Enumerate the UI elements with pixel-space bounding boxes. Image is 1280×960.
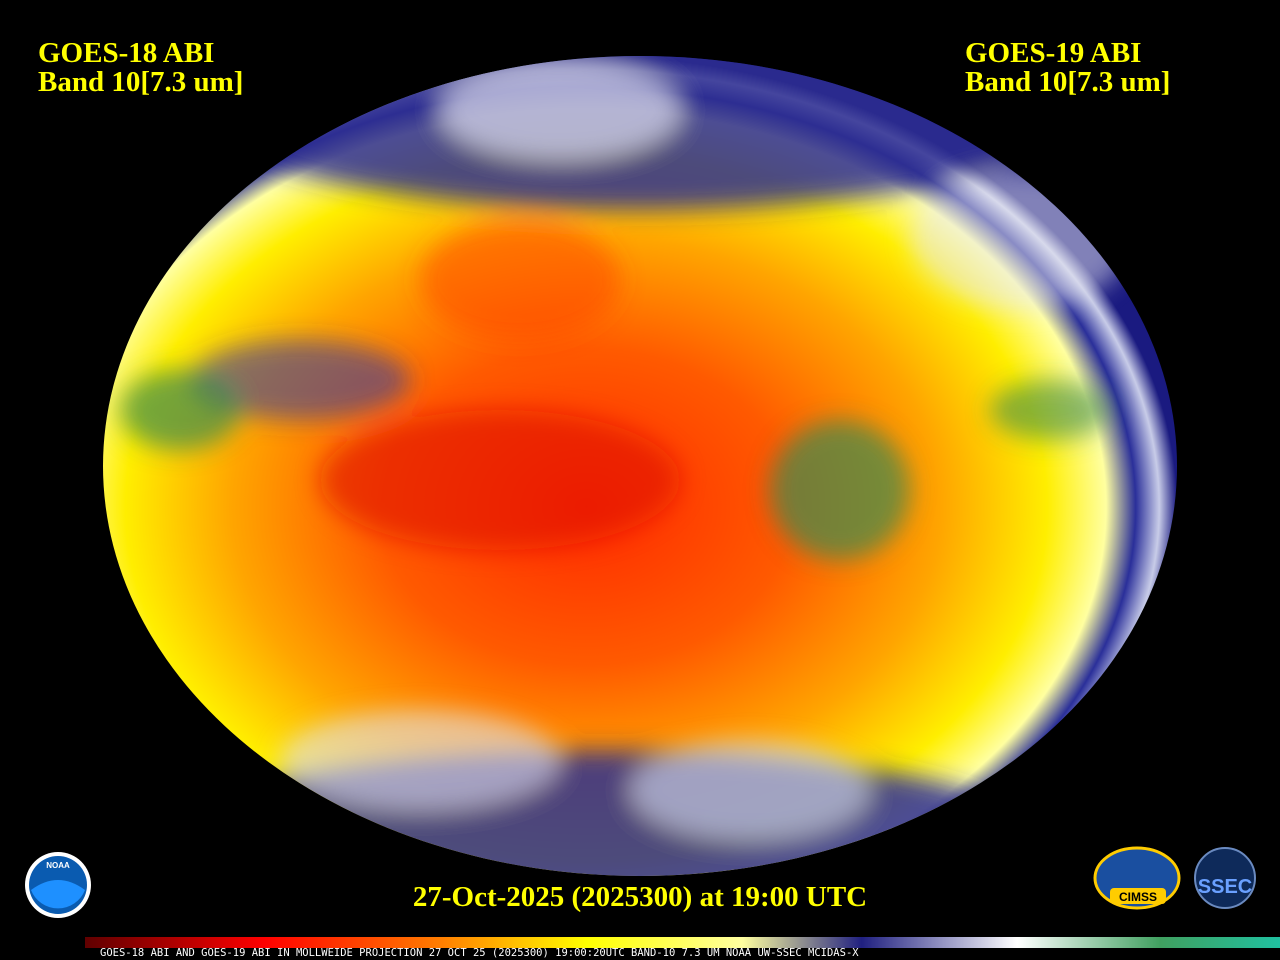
left-satellite-label: GOES-18 ABI: [38, 37, 214, 69]
ssec-text: SSEC: [1198, 876, 1252, 898]
right-satellite-label: GOES-19 ABI: [965, 37, 1141, 69]
left-band-label: Band 10[7.3 um]: [38, 66, 243, 98]
color-bar: [85, 937, 1280, 948]
noaa-logo: NOAA: [25, 852, 91, 918]
footer-caption: GOES-18 ABI AND GOES-19 ABI IN MOLLWEIDE…: [100, 947, 859, 959]
noaa-text: NOAA: [46, 861, 70, 870]
cimss-text: CIMSS: [1119, 890, 1157, 904]
cimss-logo: CIMSS: [1093, 846, 1181, 910]
timestamp: 27-Oct-2025 (2025300) at 19:00 UTC: [413, 881, 867, 913]
ssec-logo: SSEC: [1194, 847, 1256, 909]
right-band-label: Band 10[7.3 um]: [965, 66, 1170, 98]
